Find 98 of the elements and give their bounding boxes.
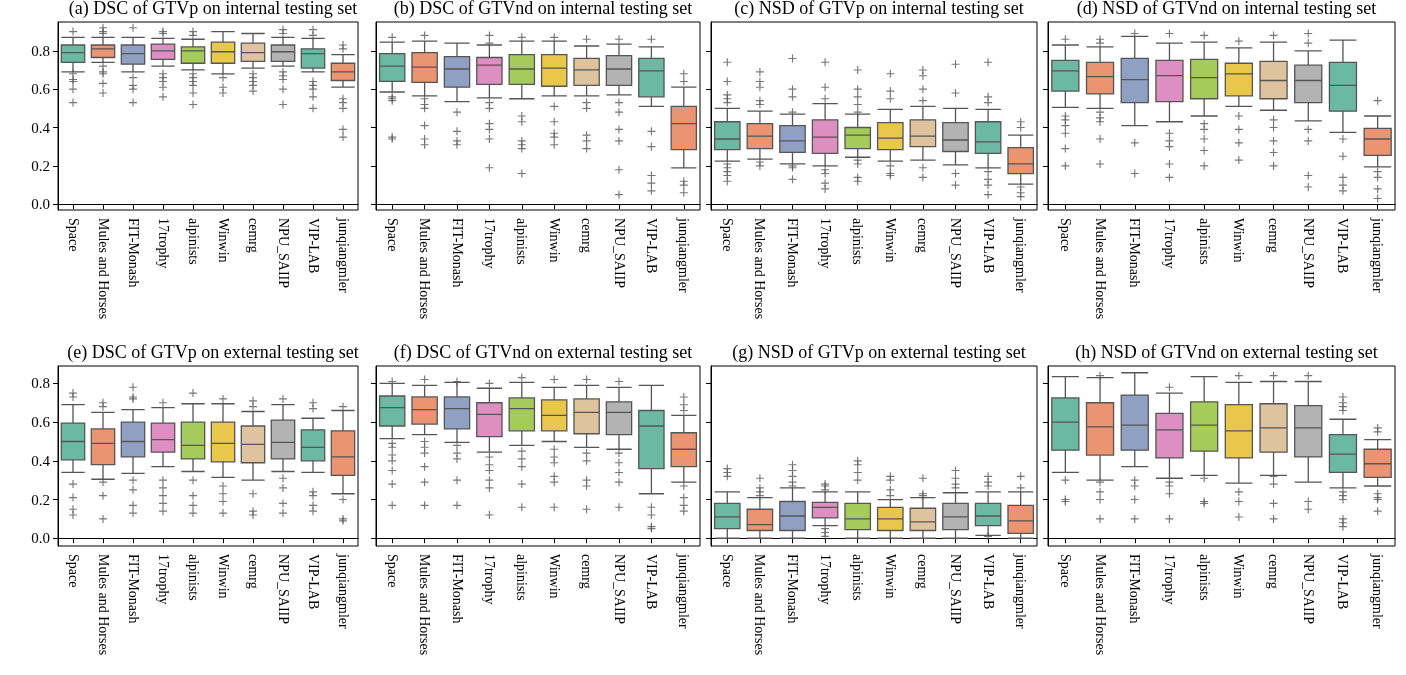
x-tick-label: Mules and Horses	[95, 554, 111, 656]
x-tick-label: NPU_SAIIP	[1300, 554, 1316, 625]
x-tick-label: Mules and Horses	[417, 218, 433, 320]
x-tick-label: Winwin	[1231, 554, 1247, 599]
x-tick-label: Winwin	[546, 218, 562, 263]
x-tick-label: FIT-Monash	[449, 218, 465, 288]
chart-title: (e) DSC of GTVp on external testing set	[67, 342, 359, 363]
x-tick-label: VIP-LAB	[643, 218, 659, 274]
chart-title: (c) NSD of GTVp on internal testing set	[734, 0, 1024, 19]
x-tick-label: FIT-Monash	[785, 218, 800, 288]
x-tick-label: Mules and Horses	[1092, 218, 1108, 320]
x-tick-label: Winwin	[882, 554, 898, 599]
x-tick-label: Space	[65, 218, 81, 252]
y-tick-label: 0.8	[31, 375, 50, 392]
x-tick-label: Winwin	[546, 554, 562, 599]
x-tick-label: NPU_SAIIP	[275, 554, 291, 625]
x-tick-label: junqiangmler	[676, 553, 692, 629]
x-tick-label: NPU_SAIIP	[1300, 218, 1316, 289]
x-tick-label: cemrg	[1266, 218, 1282, 253]
chart-title: (a) DSC of GTVp on internal testing set	[68, 0, 358, 19]
y-tick-label: 0.0	[31, 196, 50, 213]
x-tick-label: Winwin	[882, 218, 898, 263]
chart-title: (b) DSC of GTVnd on internal testing set	[393, 0, 693, 19]
x-tick-label: VIP-LAB	[305, 554, 321, 610]
x-tick-label: 17trophy	[817, 554, 833, 605]
x-tick-label: VIP-LAB	[643, 554, 659, 610]
x-tick-label: Winwin	[1231, 218, 1247, 263]
x-tick-label: 17trophy	[155, 554, 171, 605]
x-tick-label: junqiangmler	[1370, 217, 1386, 293]
y-tick-label: 0.6	[31, 81, 51, 98]
x-tick-label: alpinists	[514, 554, 530, 601]
x-tick-label: cemrg	[579, 554, 595, 589]
x-tick-label: cemrg	[1266, 554, 1282, 589]
x-tick-label: cemrg	[579, 218, 595, 253]
x-tick-label: alpinists	[1196, 554, 1212, 601]
y-tick-label: 0.6	[31, 414, 51, 431]
x-tick-label: junqiangmler	[335, 553, 351, 629]
x-tick-label: NPU_SAIIP	[948, 218, 963, 289]
x-tick-label: FIT-Monash	[449, 554, 465, 624]
x-tick-label: junqiangmler	[676, 217, 692, 293]
x-tick-label: cemrg	[245, 218, 261, 253]
x-tick-label: Mules and Horses	[95, 218, 111, 320]
chart-title: (d) NSD of GTVnd on internal testing set	[1076, 0, 1377, 19]
x-tick-label: Mules and Horses	[752, 218, 768, 320]
x-tick-label: Mules and Horses	[752, 554, 768, 656]
x-tick-label: Winwin	[215, 554, 231, 599]
x-tick-label: cemrg	[245, 554, 261, 589]
x-tick-label: VIP-LAB	[980, 554, 996, 610]
y-tick-label: 0.8	[31, 42, 50, 59]
x-tick-label: junqiangmler	[1013, 553, 1029, 629]
y-tick-label: 0.0	[31, 530, 50, 547]
x-tick-label: FIT-Monash	[1127, 218, 1143, 288]
x-tick-label: cemrg	[915, 554, 931, 589]
x-tick-label: 17trophy	[1161, 218, 1177, 269]
x-tick-label: Space	[384, 218, 400, 252]
x-tick-label: NPU_SAIIP	[275, 218, 291, 289]
x-tick-label: alpinists	[850, 554, 866, 601]
x-tick-label: Space	[1057, 218, 1073, 252]
x-tick-label: cemrg	[915, 218, 931, 253]
x-tick-label: Space	[384, 554, 400, 588]
x-tick-label: junqiangmler	[1013, 217, 1029, 293]
x-tick-label: Space	[65, 554, 81, 588]
x-tick-label: Mules and Horses	[1092, 554, 1108, 656]
x-tick-label: alpinists	[1196, 218, 1212, 265]
y-tick-label: 0.2	[31, 157, 50, 174]
x-tick-label: alpinists	[185, 554, 201, 601]
x-tick-label: NPU_SAIIP	[611, 218, 627, 289]
y-tick-label: 0.2	[31, 491, 50, 508]
chart-title: (h) NSD of GTVnd on external testing set	[1075, 342, 1378, 363]
x-tick-label: Space	[719, 218, 735, 252]
y-tick-label: 0.4	[31, 119, 51, 136]
x-tick-label: VIP-LAB	[1335, 554, 1351, 610]
x-tick-label: alpinists	[514, 218, 530, 265]
x-tick-label: alpinists	[850, 218, 866, 265]
x-tick-label: Space	[1057, 554, 1073, 588]
x-tick-label: Mules and Horses	[417, 554, 433, 656]
x-tick-label: NPU_SAIIP	[611, 554, 627, 625]
x-tick-label: alpinists	[185, 218, 201, 265]
x-tick-label: 17trophy	[1161, 554, 1177, 605]
x-tick-label: FIT-Monash	[125, 554, 141, 624]
x-tick-label: Space	[719, 554, 735, 588]
x-tick-label: junqiangmler	[1370, 553, 1386, 629]
x-tick-label: 17trophy	[481, 218, 497, 269]
x-tick-label: NPU_SAIIP	[948, 554, 963, 625]
x-tick-label: VIP-LAB	[1335, 218, 1351, 274]
x-tick-label: VIP-LAB	[305, 218, 321, 274]
x-tick-label: 17trophy	[817, 218, 833, 269]
x-tick-label: FIT-Monash	[785, 554, 800, 624]
x-tick-label: FIT-Monash	[1127, 554, 1143, 624]
y-tick-label: 0.4	[31, 452, 51, 469]
chart-title: (f) DSC of GTVnd on external testing set	[393, 342, 693, 363]
x-tick-label: junqiangmler	[335, 217, 351, 293]
x-tick-label: 17trophy	[155, 218, 171, 269]
x-tick-label: FIT-Monash	[125, 218, 141, 288]
x-tick-label: Winwin	[215, 218, 231, 263]
chart-title: (g) NSD of GTVp on external testing set	[732, 342, 1026, 363]
x-tick-label: VIP-LAB	[980, 218, 996, 274]
x-tick-label: 17trophy	[481, 554, 497, 605]
